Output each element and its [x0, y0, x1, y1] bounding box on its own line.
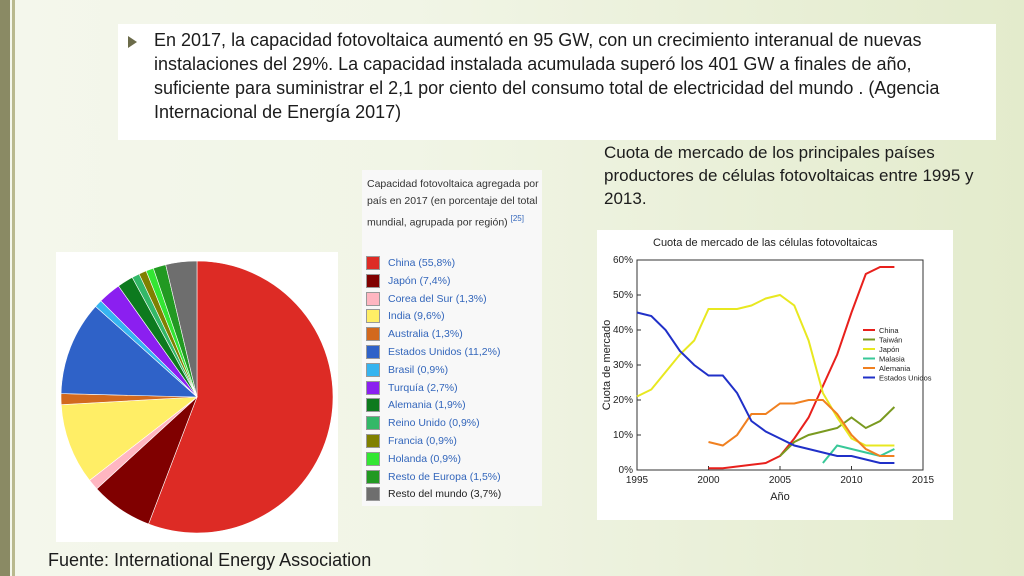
- legend-swatch: [366, 362, 380, 377]
- y-tick-label: 40%: [613, 325, 633, 336]
- pie-legend-caption: Capacidad fotovoltaica agregada por país…: [367, 176, 539, 232]
- line-chart-caption: Cuota de mercado de los principales país…: [604, 143, 974, 208]
- x-axis-label: Año: [770, 491, 790, 503]
- line-legend-label: Taiwán: [879, 336, 902, 345]
- pie-caption-citation[interactable]: [25]: [510, 214, 524, 223]
- legend-label: Resto de Europa (1,5%): [388, 470, 501, 483]
- legend-label: Alemania (1,9%): [388, 399, 466, 412]
- y-axis-label: Cuota de mercado: [601, 320, 613, 411]
- line-legend-label: Alemania: [879, 364, 911, 373]
- legend-swatch: [366, 398, 380, 413]
- pie-legend-panel: Capacidad fotovoltaica agregada por país…: [362, 170, 542, 506]
- legend-label: Francia (0,9%): [388, 435, 457, 447]
- series-line-0: [708, 266, 895, 470]
- line-legend-label: Malasia: [879, 355, 906, 364]
- x-tick-label: 2005: [769, 475, 792, 486]
- bullet-text: En 2017, la capacidad fotovoltaica aumen…: [154, 30, 940, 122]
- x-tick-label: 2000: [697, 475, 720, 486]
- pie-caption-text: Capacidad fotovoltaica agregada por país…: [367, 178, 539, 229]
- y-tick-label: 0%: [619, 465, 634, 476]
- pie-chart: [60, 260, 334, 534]
- legend-label: Corea del Sur (1,3%): [388, 292, 487, 305]
- series-line-3: [822, 444, 895, 464]
- y-tick-label: 60%: [613, 255, 633, 266]
- legend-swatch: [366, 291, 380, 306]
- legend-swatch: [366, 434, 380, 448]
- legend-swatch: [366, 273, 380, 288]
- line-chart-panel: Cuota de mercado de las células fotovolt…: [597, 230, 953, 520]
- line-chart-title: Cuota de mercado de las células fotovolt…: [653, 237, 878, 249]
- legend-swatch: [366, 469, 380, 484]
- left-rail-inner-decoration: [12, 0, 15, 576]
- line-chart: Cuota de mercado de las células fotovolt…: [601, 237, 935, 503]
- legend-swatch: [366, 487, 380, 502]
- series-line-4: [708, 399, 895, 457]
- pie-slice-3: [60, 396, 198, 481]
- legend-label: Resto del mundo (3,7%): [388, 488, 502, 501]
- legend-label: Reino Unido (0,9%): [388, 417, 480, 430]
- line-legend-label: China: [879, 326, 899, 335]
- series-line-1: [779, 406, 896, 457]
- legend-swatch: [366, 416, 380, 431]
- legend-swatch: [366, 327, 380, 342]
- legend-label: Brasil (0,9%): [388, 363, 449, 376]
- pie-slice-13: [165, 260, 198, 398]
- legend-label: Holanda (0,9%): [388, 452, 461, 465]
- pie-slice-0: [148, 260, 334, 534]
- series-line-2: [636, 293, 895, 447]
- left-rail-decoration: [0, 0, 10, 576]
- bullet-arrow-icon: [128, 36, 137, 48]
- legend-swatch: [366, 256, 380, 270]
- series-line-5: [636, 311, 895, 464]
- x-tick-label: 1995: [626, 475, 649, 486]
- line-legend-label: Japón: [879, 345, 899, 354]
- y-tick-label: 30%: [613, 360, 633, 371]
- x-tick-label: 2015: [912, 475, 935, 486]
- legend-label: Japón (7,4%): [388, 274, 451, 287]
- legend-swatch: [366, 345, 380, 359]
- legend-swatch: [366, 380, 380, 395]
- legend-label: Australia (1,3%): [388, 328, 463, 341]
- y-tick-label: 50%: [613, 290, 633, 301]
- source-note: Fuente: International Energy Association: [48, 550, 372, 570]
- legend-swatch: [366, 451, 380, 466]
- pie-slice-5: [60, 305, 198, 398]
- legend-label: India (9,6%): [388, 310, 445, 323]
- y-tick-label: 20%: [613, 395, 633, 406]
- legend-label: China (55,8%): [388, 257, 456, 269]
- x-tick-label: 2010: [840, 475, 863, 486]
- legend-swatch: [366, 309, 380, 324]
- pie-chart-panel: [56, 252, 338, 542]
- y-tick-label: 10%: [613, 430, 633, 441]
- line-legend-label: Estados Unidos: [879, 374, 932, 383]
- bullet-textbox: En 2017, la capacidad fotovoltaica aumen…: [118, 24, 996, 140]
- legend-label: Turquía (2,7%): [388, 381, 458, 394]
- legend-label: Estados Unidos (11,2%): [388, 346, 501, 358]
